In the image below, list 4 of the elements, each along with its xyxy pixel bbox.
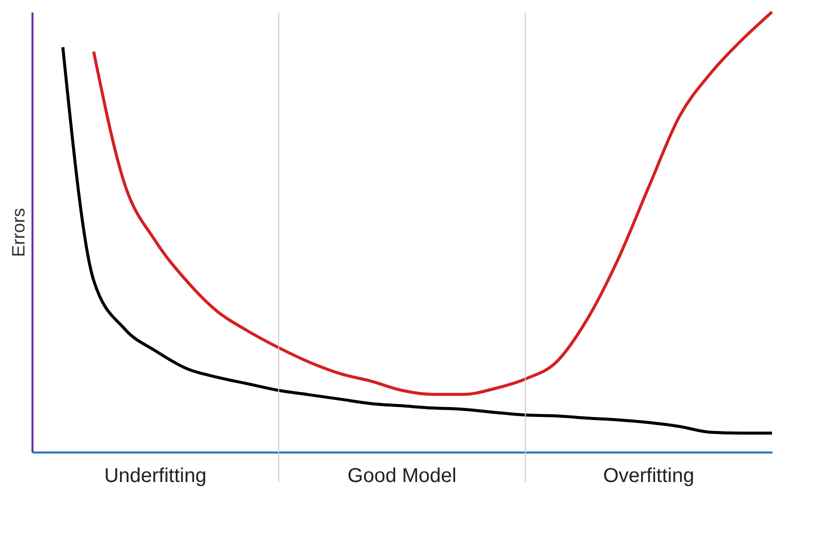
text: Underfitting [104, 465, 206, 487]
text: Good Model [348, 465, 456, 487]
y-axis-title: Errors [8, 208, 28, 257]
text: Overfitting [603, 465, 694, 487]
